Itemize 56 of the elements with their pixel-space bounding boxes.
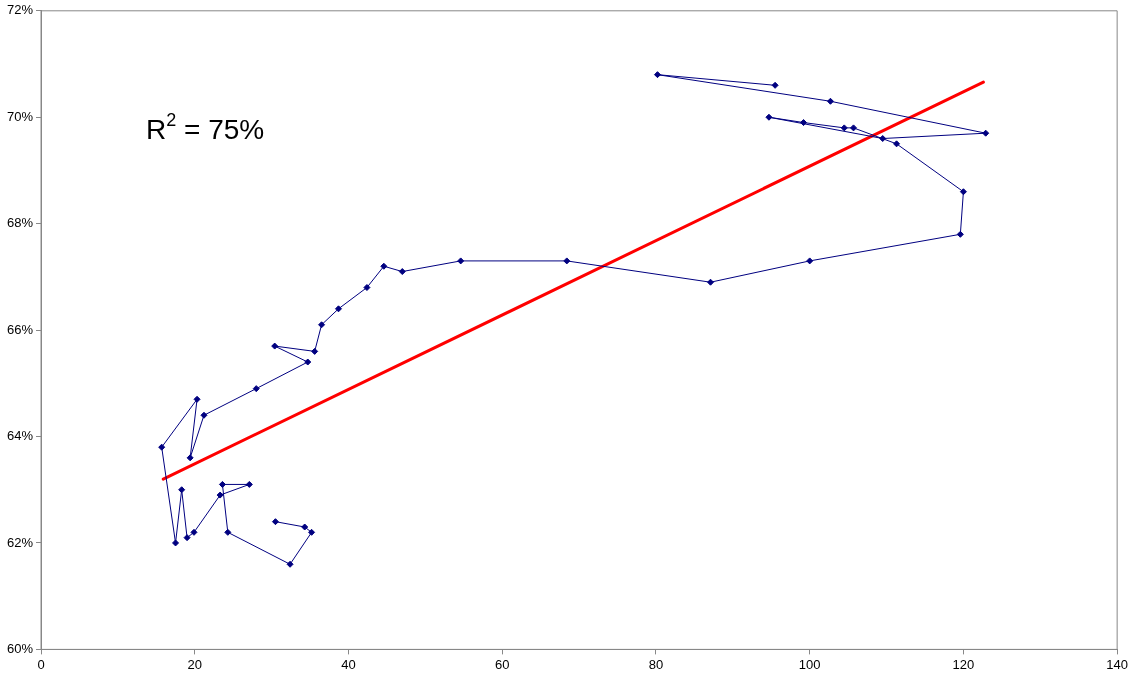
x-tick-label: 120 [952, 656, 975, 672]
y-tick-label: 72% [6, 2, 34, 18]
point [771, 81, 779, 89]
point [765, 113, 773, 121]
point [840, 124, 848, 132]
point [301, 523, 309, 531]
point [398, 268, 406, 276]
point [893, 140, 901, 148]
x-tick-label: 0 [37, 656, 45, 672]
point [271, 342, 279, 350]
point [850, 124, 857, 132]
point [286, 560, 294, 568]
point [183, 534, 191, 542]
point [982, 129, 990, 137]
point [224, 528, 232, 536]
point [826, 97, 834, 105]
point [308, 528, 316, 536]
point [380, 262, 388, 270]
point [158, 443, 166, 451]
x-tick-label: 80 [648, 656, 664, 672]
x-tick-label: 140 [1106, 656, 1129, 672]
point [193, 395, 201, 403]
point [304, 358, 312, 366]
point [190, 528, 198, 536]
point [172, 539, 180, 547]
y-tick-label: 60% [6, 640, 34, 656]
x-tick-label: 100 [798, 656, 821, 672]
point [271, 518, 279, 526]
x-tick-label: 60 [494, 656, 510, 672]
point [334, 305, 342, 313]
y-tick-label: 70% [6, 108, 34, 124]
point [216, 491, 224, 499]
point [707, 278, 715, 286]
x-tick-label: 40 [341, 656, 356, 672]
point [218, 480, 226, 488]
point [879, 135, 887, 143]
point [806, 257, 814, 265]
point [457, 257, 465, 265]
point [959, 188, 967, 196]
x-tick-label: 20 [187, 656, 202, 672]
y-tick-label: 64% [6, 428, 34, 444]
point [311, 347, 319, 355]
point [563, 257, 571, 265]
point [363, 284, 371, 292]
point [178, 486, 186, 494]
point [200, 411, 208, 419]
point [956, 230, 964, 238]
y-tick-label: 66% [6, 321, 34, 337]
point [800, 119, 808, 127]
y-tick-label: 62% [6, 534, 34, 550]
point [186, 454, 194, 462]
y-tick-label: 68% [6, 215, 34, 231]
point [252, 385, 260, 393]
point [653, 71, 661, 79]
point [245, 480, 253, 488]
point [318, 321, 326, 329]
